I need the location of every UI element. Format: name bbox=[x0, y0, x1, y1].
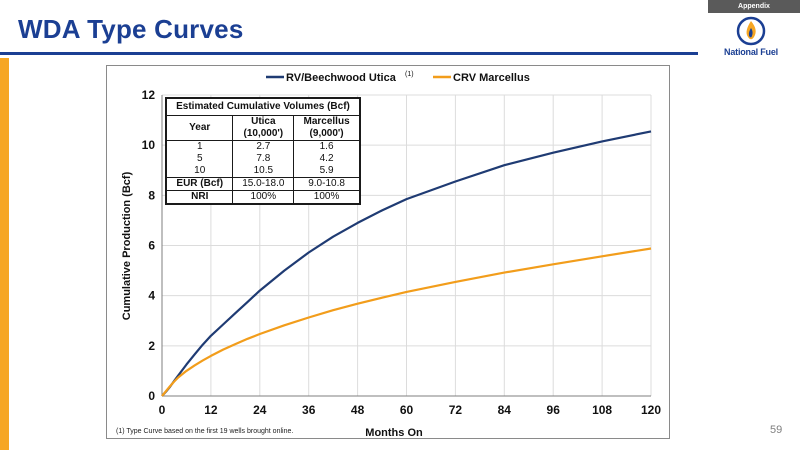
page-number: 59 bbox=[770, 424, 783, 436]
appendix-tag: Appendix bbox=[708, 0, 800, 13]
table-row: 1 2.7 1.6 bbox=[166, 140, 360, 153]
x-tick-label: 48 bbox=[351, 403, 365, 417]
table-row: 10 10.5 5.9 bbox=[166, 165, 360, 178]
table-cell: 100% bbox=[232, 190, 295, 204]
chart-axes bbox=[161, 95, 651, 397]
y-tick-label: 10 bbox=[142, 138, 156, 152]
x-tick-label: 36 bbox=[302, 403, 316, 417]
flame-icon bbox=[736, 16, 766, 46]
table-summary-row: NRI 100% 100% bbox=[166, 190, 360, 204]
table-cell: 10 bbox=[166, 165, 234, 178]
table-cell: 100% bbox=[293, 190, 360, 204]
table-caption: Estimated Cumulative Volumes (Bcf) bbox=[166, 98, 360, 116]
table-cell: 2.7 bbox=[232, 140, 295, 153]
chart-frame bbox=[106, 65, 670, 439]
legend-label-marcellus: CRV Marcellus bbox=[453, 72, 530, 84]
x-tick-label: 120 bbox=[641, 403, 661, 417]
y-tick-label: 2 bbox=[148, 339, 155, 353]
table-cell: EUR (Bcf) bbox=[166, 177, 234, 191]
table-cell: 5.9 bbox=[319, 165, 334, 176]
x-tick-label: 24 bbox=[253, 403, 267, 417]
table-cell: 1 bbox=[166, 140, 234, 153]
table-cell: 1.6 bbox=[319, 141, 334, 152]
table-header-row: Year Utica (10,000') Marcellus (9,000') bbox=[166, 115, 360, 141]
footnote: (1) Type Curve based on the first 19 wel… bbox=[116, 428, 294, 435]
table-header-cell: Marcellus (9,000') bbox=[293, 115, 360, 141]
x-tick-label: 60 bbox=[400, 403, 414, 417]
x-tick-label: 84 bbox=[498, 403, 512, 417]
page-title: WDA Type Curves bbox=[18, 14, 244, 44]
x-tick-label: 108 bbox=[592, 403, 612, 417]
table-cell: 7.8 bbox=[232, 153, 295, 165]
x-axis-label: Months On bbox=[365, 427, 423, 439]
logo-text: National Fuel bbox=[724, 47, 778, 57]
y-tick-label: 12 bbox=[142, 88, 156, 102]
series-line-utica bbox=[161, 130, 652, 397]
title-underline bbox=[0, 52, 698, 55]
table-header-cell: Utica (10,000') bbox=[232, 115, 295, 141]
table-cell: 4.2 bbox=[319, 153, 334, 164]
table-cell: 9.0-10.8 bbox=[293, 177, 360, 191]
table-body: 1 2.7 1.6 5 7.8 4.2 10 10.5 5.9 EUR (Bcf) 15.0-18.… bbox=[166, 140, 360, 204]
table-header-cell: Year bbox=[166, 115, 234, 141]
legend-superscript: (1) bbox=[405, 71, 414, 78]
table-row: 5 7.8 4.2 bbox=[166, 153, 360, 165]
y-tick-label: 6 bbox=[148, 239, 155, 253]
y-tick-label: 8 bbox=[148, 188, 155, 202]
chart-legend: RV/Beechwood Utica (1) CRV Marcellus bbox=[266, 71, 530, 84]
x-tick-label: 12 bbox=[204, 403, 218, 417]
y-axis-label: Cumulative Production (Bcf) bbox=[121, 171, 133, 320]
y-tick-label: 4 bbox=[148, 289, 155, 303]
table-cell: 5 bbox=[166, 153, 234, 165]
x-tick-label: 96 bbox=[547, 403, 561, 417]
x-tick-label: 72 bbox=[449, 403, 463, 417]
orange-sidebar bbox=[0, 58, 9, 450]
table-cell: 10.5 bbox=[232, 165, 295, 178]
table-summary-row: EUR (Bcf) 15.0-18.0 9.0-10.8 bbox=[166, 177, 360, 191]
series-line-marcellus bbox=[161, 247, 652, 397]
legend-label-utica: RV/Beechwood Utica bbox=[286, 72, 397, 84]
chart-series bbox=[161, 130, 652, 397]
national-fuel-logo: National Fuel bbox=[706, 16, 796, 66]
y-tick-label: 0 bbox=[148, 389, 155, 403]
x-tick-label: 0 bbox=[159, 403, 166, 417]
table-cell: NRI bbox=[166, 190, 234, 204]
volumes-table: Estimated Cumulative Volumes (Bcf) Year U… bbox=[165, 97, 361, 205]
table-cell: 15.0-18.0 bbox=[232, 177, 295, 191]
